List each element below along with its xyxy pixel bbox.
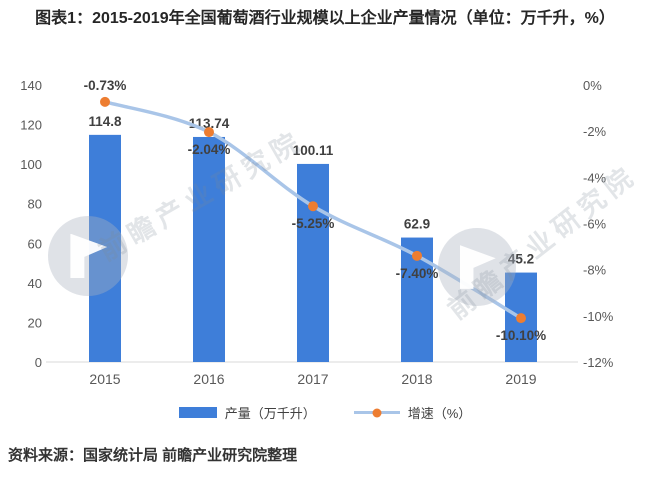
legend-item-production: 产量（万千升）	[178, 403, 316, 422]
chart-title: 图表1：2015-2019年全国葡萄酒行业规模以上企业产量情况（单位：万千升，%…	[35, 10, 615, 27]
growth-value-label: -7.40%	[396, 266, 439, 281]
y-axis-tick-label: 80	[28, 197, 42, 212]
secondary-axis-tick-label: -12%	[583, 355, 614, 370]
legend-item-growth: 增速（%）	[353, 403, 472, 422]
bar-2017	[297, 163, 329, 362]
x-axis-label: 2015	[89, 371, 120, 387]
bar-2015	[89, 134, 121, 362]
growth-value-label: -5.25%	[292, 216, 335, 231]
data-source-note: 资料来源：国家统计局 前瞻产业研究院整理	[8, 447, 298, 464]
secondary-axis-tick-label: -6%	[583, 217, 607, 232]
secondary-axis-tick-label: -2%	[583, 124, 607, 139]
line-series-swatch-icon	[353, 408, 400, 417]
growth-value-label: -10.10%	[496, 328, 546, 343]
line-marker-icon	[372, 408, 382, 417]
bar-series-swatch-icon	[178, 407, 217, 418]
legend-label-production: 产量（万千升）	[224, 406, 316, 421]
growth-marker	[100, 96, 110, 107]
x-axis-label: 2017	[297, 371, 328, 387]
bar-value-label: 100.11	[293, 143, 334, 158]
legend-label-growth: 增速（%）	[407, 406, 472, 421]
y-axis-tick-label: 120	[20, 118, 42, 133]
chart-legend: 产量（万千升） 增速（%）	[0, 403, 650, 422]
growth-value-label: -0.73%	[84, 78, 127, 93]
y-axis-tick-label: 0	[35, 355, 42, 370]
secondary-axis-tick-label: -4%	[583, 170, 607, 185]
growth-value-label: -2.04%	[188, 142, 231, 157]
x-axis-label: 2019	[505, 371, 536, 387]
bar-value-label: 62.9	[404, 217, 430, 232]
y-axis-tick-label: 100	[20, 157, 42, 172]
secondary-axis-tick-label: -10%	[583, 309, 614, 324]
bar-value-label: 45.2	[508, 252, 534, 267]
growth-marker	[204, 127, 214, 138]
growth-marker	[308, 201, 318, 212]
y-axis-tick-label: 40	[28, 276, 42, 291]
x-axis-label: 2018	[401, 371, 432, 387]
secondary-axis-tick-label: 0%	[583, 78, 602, 93]
x-axis-label: 2016	[193, 371, 224, 387]
growth-marker	[412, 250, 422, 261]
y-axis-tick-label: 20	[28, 315, 42, 330]
y-axis-tick-label: 60	[28, 236, 42, 251]
growth-marker	[516, 313, 526, 324]
bar-value-label: 114.8	[88, 114, 122, 129]
secondary-axis-tick-label: -8%	[583, 263, 607, 278]
y-axis-tick-label: 140	[20, 78, 42, 93]
bar-2016	[193, 136, 225, 362]
